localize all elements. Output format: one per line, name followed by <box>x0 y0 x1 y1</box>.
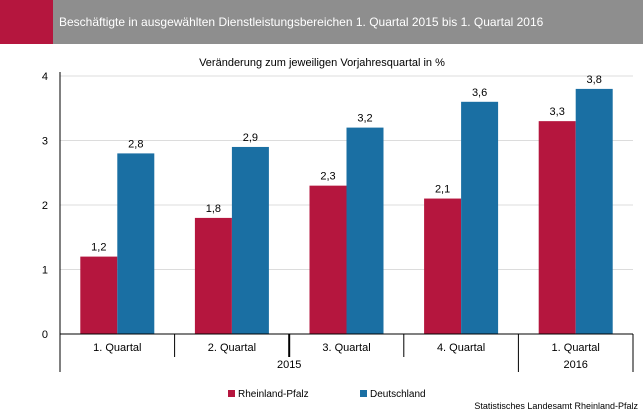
legend-label: Deutschland <box>370 389 426 400</box>
data-label: 3,3 <box>550 106 565 118</box>
bar-rheinland-pfalz <box>309 185 347 334</box>
data-label: 2,8 <box>128 138 143 150</box>
source-note: Statistisches Landesamt Rheinland-Pfalz <box>474 401 638 411</box>
header-bar <box>0 0 643 44</box>
y-tick-label: 4 <box>42 71 48 83</box>
bar-rheinland-pfalz <box>424 198 462 334</box>
y-tick-label: 3 <box>42 136 48 148</box>
chart-title: Veränderung zum jeweiligen Vorjahresquar… <box>199 57 445 69</box>
bar-rheinland-pfalz <box>194 217 232 334</box>
data-label: 2,9 <box>243 132 258 144</box>
data-label: 3,6 <box>472 87 487 99</box>
bar-deutschland <box>575 88 613 335</box>
bar-deutschland <box>117 153 155 334</box>
x-tick-label: 4. Quartal <box>437 342 485 354</box>
x-tick-label: 1. Quartal <box>93 342 141 354</box>
header-accent-block <box>0 0 53 44</box>
legend-swatch <box>360 390 367 397</box>
y-tick-label: 1 <box>42 265 48 277</box>
x-tick-label: 2. Quartal <box>208 342 256 354</box>
bar-deutschland <box>461 101 499 334</box>
bar-rheinland-pfalz <box>80 256 118 334</box>
data-label: 3,2 <box>357 113 372 125</box>
year-group-label: 2016 <box>563 359 587 371</box>
x-tick-label: 3. Quartal <box>322 342 370 354</box>
bar-deutschland <box>231 146 269 334</box>
data-label: 1,2 <box>91 242 106 254</box>
y-tick-label: 2 <box>42 200 48 212</box>
year-group-label: 2015 <box>277 359 301 371</box>
data-label: 3,8 <box>587 74 602 86</box>
data-label: 1,8 <box>206 203 221 215</box>
legend-swatch <box>228 390 235 397</box>
data-label: 2,3 <box>320 171 335 183</box>
x-tick-label: 1. Quartal <box>552 342 600 354</box>
bar-deutschland <box>346 127 384 334</box>
bar-rheinland-pfalz <box>538 121 576 335</box>
header-title: Beschäftigte in ausgewählten Dienstleist… <box>59 15 544 29</box>
legend-label: Rheinland-Pfalz <box>238 389 309 400</box>
data-label: 2,1 <box>435 184 450 196</box>
y-tick-label: 0 <box>42 329 48 341</box>
